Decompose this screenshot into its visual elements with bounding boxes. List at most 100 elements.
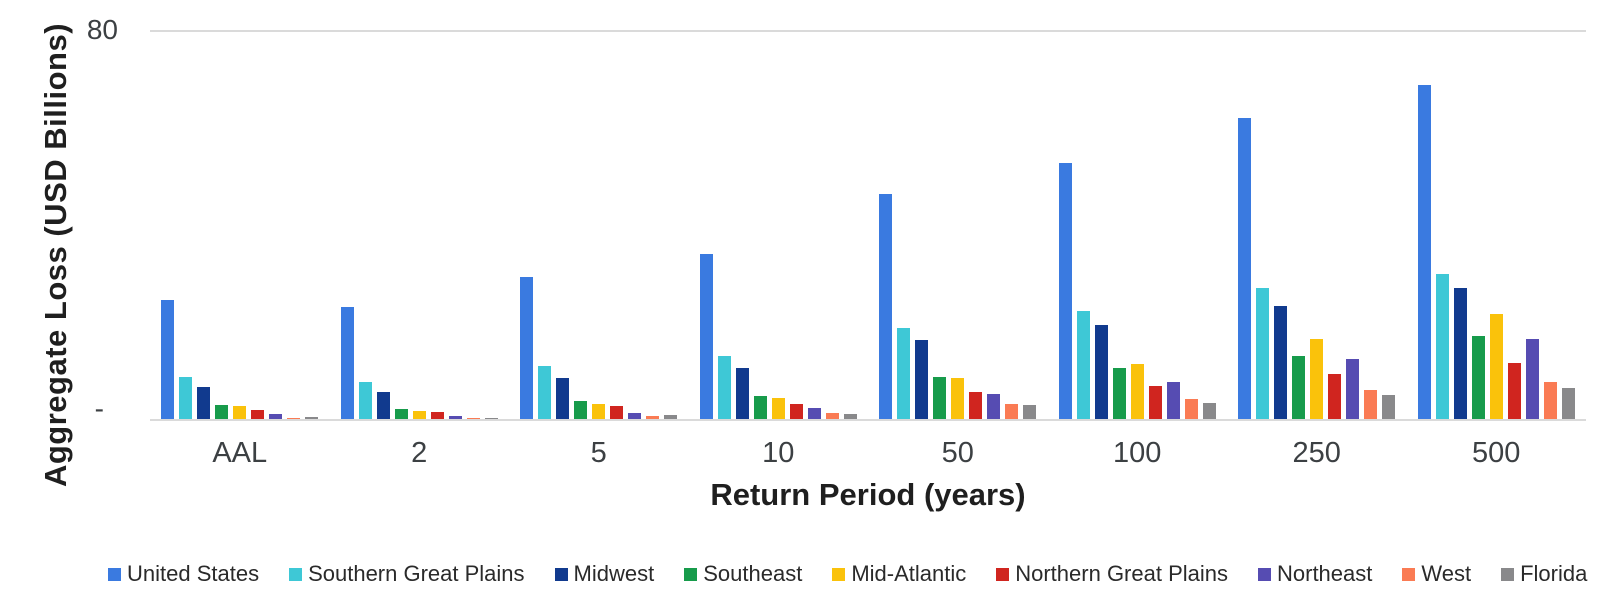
bar-united-states-aal xyxy=(161,300,175,419)
gridline-baseline xyxy=(150,419,1586,421)
legend-label: Northern Great Plains xyxy=(1015,561,1228,586)
bar-northern-great-plains-5 xyxy=(610,406,624,419)
bar-groups xyxy=(150,32,1586,419)
bar-group-100 xyxy=(1048,32,1228,419)
x-tick-aal: AAL xyxy=(212,437,268,469)
bar-group-5 xyxy=(509,32,689,419)
bar-florida-aal xyxy=(305,417,319,419)
legend-item-mid-atlantic: Mid-Atlantic xyxy=(832,561,966,587)
legend-label: Midwest xyxy=(573,561,655,586)
bar-northern-great-plains-250 xyxy=(1328,374,1342,419)
bar-southeast-aal xyxy=(215,405,229,419)
bar-northern-great-plains-2 xyxy=(430,412,444,419)
bar-mid-atlantic-2 xyxy=(412,411,426,419)
bar-united-states-250 xyxy=(1238,118,1252,419)
bar-mid-atlantic-50 xyxy=(951,378,965,419)
bar-northeast-10 xyxy=(807,408,821,419)
bar-mid-atlantic-5 xyxy=(592,404,606,419)
x-tick-50: 50 xyxy=(941,437,974,469)
bar-florida-5 xyxy=(664,415,678,419)
bar-west-2 xyxy=(466,418,480,419)
bar-florida-100 xyxy=(1202,403,1216,419)
legend-swatch-icon xyxy=(1402,567,1416,581)
x-tick-500: 500 xyxy=(1472,437,1521,469)
bar-midwest-100 xyxy=(1094,325,1108,419)
bar-southern-great-plains-250 xyxy=(1256,288,1270,419)
bar-southern-great-plains-100 xyxy=(1076,311,1090,419)
legend-swatch-icon xyxy=(832,567,846,581)
bar-northeast-2 xyxy=(448,416,462,419)
y-axis-tick-zero: - xyxy=(94,393,104,424)
bar-mid-atlantic-250 xyxy=(1310,339,1324,419)
legend-item-southern-great-plains: Southern Great Plains xyxy=(289,561,525,587)
bar-southern-great-plains-5 xyxy=(538,366,552,419)
legend-item-midwest: Midwest xyxy=(554,561,655,587)
bar-group-50 xyxy=(868,32,1048,419)
bar-northern-great-plains-100 xyxy=(1148,386,1162,419)
plot-area xyxy=(150,30,1586,421)
legend-item-united-states: United States xyxy=(108,561,259,587)
legend-swatch-icon xyxy=(1501,567,1515,581)
y-axis-tick-80: 80 xyxy=(86,14,118,45)
bar-southeast-5 xyxy=(574,401,588,419)
gridline-80 xyxy=(150,30,1586,32)
legend-item-florida: Florida xyxy=(1501,561,1587,587)
bar-southeast-50 xyxy=(933,377,947,419)
x-tick-5: 5 xyxy=(590,437,607,469)
bar-midwest-500 xyxy=(1453,288,1467,419)
legend-swatch-icon xyxy=(684,567,698,581)
bar-mid-atlantic-aal xyxy=(233,406,247,419)
bar-west-100 xyxy=(1184,399,1198,419)
legend-swatch-icon xyxy=(554,567,568,581)
bar-group-AAL xyxy=(150,32,330,419)
legend-label: Florida xyxy=(1520,561,1588,586)
legend: United States Southern Great Plains Midwes… xyxy=(108,561,1587,587)
legend-item-northeast: Northeast xyxy=(1258,561,1372,587)
legend-item-southeast: Southeast xyxy=(684,561,802,587)
legend-swatch-icon xyxy=(996,567,1010,581)
x-tick-10: 10 xyxy=(762,437,795,469)
x-tick-100: 100 xyxy=(1113,437,1162,469)
bar-southeast-250 xyxy=(1292,356,1306,419)
legend-label: United States xyxy=(127,561,260,586)
bar-northeast-500 xyxy=(1525,339,1539,419)
legend-swatch-icon xyxy=(289,567,303,581)
bar-northeast-aal xyxy=(269,414,283,419)
x-axis-title: Return Period (years) xyxy=(710,477,1026,512)
bar-southern-great-plains-50 xyxy=(897,328,911,419)
bar-southeast-500 xyxy=(1471,336,1485,419)
bar-group-10 xyxy=(689,32,869,419)
bar-west-50 xyxy=(1005,404,1019,419)
legend-item-northern-great-plains: Northern Great Plains xyxy=(996,561,1228,587)
bar-midwest-aal xyxy=(197,387,211,419)
bar-southern-great-plains-aal xyxy=(179,377,193,419)
bar-midwest-2 xyxy=(376,392,390,419)
bar-mid-atlantic-500 xyxy=(1489,314,1503,419)
bar-united-states-10 xyxy=(699,254,713,419)
bar-florida-250 xyxy=(1382,395,1396,419)
bar-florida-50 xyxy=(1023,405,1037,419)
bar-group-250 xyxy=(1227,32,1407,419)
legend-label: Northeast xyxy=(1277,561,1373,586)
bar-northeast-250 xyxy=(1346,359,1360,419)
bar-west-5 xyxy=(646,416,660,419)
legend-swatch-icon xyxy=(108,567,121,581)
bar-southern-great-plains-500 xyxy=(1435,274,1449,419)
bar-northeast-50 xyxy=(987,394,1001,419)
bar-united-states-50 xyxy=(879,194,893,419)
bar-united-states-100 xyxy=(1058,163,1072,419)
bar-mid-atlantic-100 xyxy=(1130,364,1144,419)
legend-label: Southeast xyxy=(703,561,803,586)
bar-florida-10 xyxy=(843,414,857,419)
legend-label: West xyxy=(1421,561,1472,586)
bar-southeast-2 xyxy=(394,409,408,419)
bar-group-2 xyxy=(330,32,510,419)
legend-item-west: West xyxy=(1402,561,1471,587)
x-axis-tick-labels: AAL 2 5 10 50 100 250 500 xyxy=(150,437,1586,470)
x-tick-250: 250 xyxy=(1292,437,1341,469)
bar-united-states-5 xyxy=(520,277,534,419)
bar-florida-2 xyxy=(484,418,498,419)
bar-northeast-100 xyxy=(1166,382,1180,419)
legend-swatch-icon xyxy=(1258,567,1271,581)
